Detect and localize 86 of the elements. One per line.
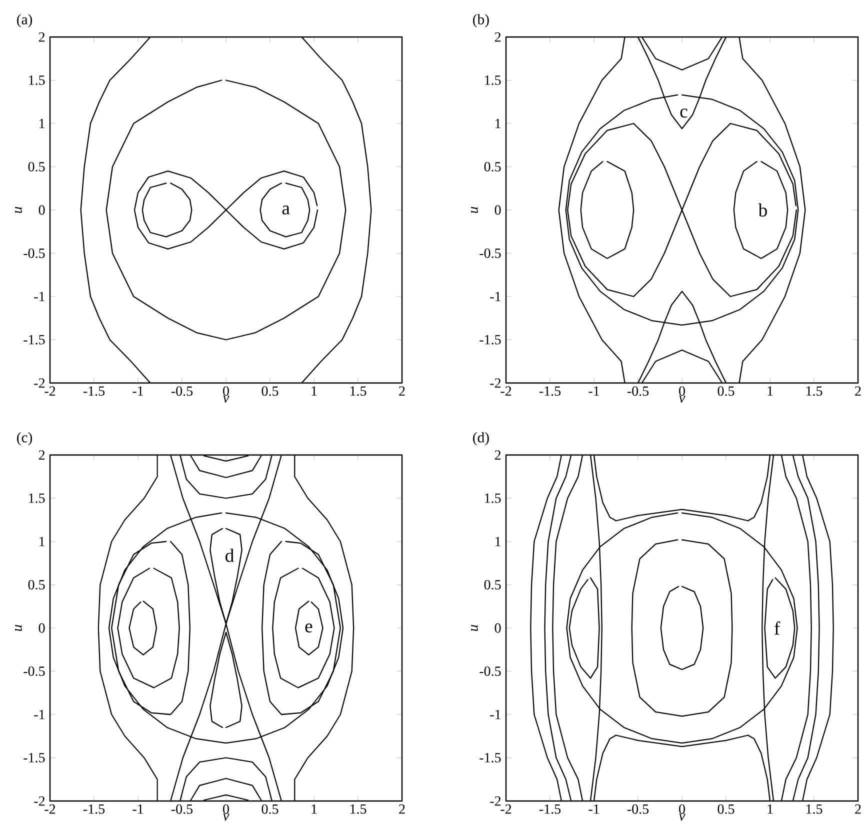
x-tick-label: 1 [768, 386, 773, 396]
chart-title: (c) [17, 432, 32, 446]
y-tick-label: -1 [490, 292, 500, 302]
x-tick-label: 1.5 [350, 386, 366, 396]
y-axis-title: u [471, 624, 478, 631]
y-tick-label: 1.5 [29, 494, 45, 503]
y-tick-label: -1 [34, 710, 44, 720]
x-tick-label: 0.5 [718, 804, 734, 814]
y-tick-label: -2 [34, 796, 45, 806]
y-tick-label: 2 [38, 32, 45, 42]
x-tick-label: -0.5 [627, 386, 649, 396]
x-tick-label: 2 [855, 386, 861, 396]
x-tick-label: -1.5 [539, 804, 561, 814]
annotation: c [680, 108, 688, 118]
y-tick-label: 0.5 [28, 580, 45, 590]
y-tick-label: 1.5 [485, 494, 501, 503]
chart-title: (a) [17, 14, 32, 28]
x-axis-title: v [678, 396, 686, 403]
y-tick-label: 1 [496, 118, 500, 128]
y-tick-label: 1 [40, 118, 44, 128]
y-tick-label: 0.5 [484, 162, 501, 172]
x-tick-label: 0 [679, 386, 685, 396]
annotation: a [282, 206, 290, 214]
x-tick-label: 2 [399, 386, 405, 396]
x-tick-label: -1 [132, 804, 143, 814]
x-tick-label: -1.5 [83, 804, 105, 814]
annotation: f [774, 621, 780, 635]
annotation: e [305, 624, 312, 632]
annotation: b [758, 203, 767, 217]
y-tick-label: -2 [490, 796, 501, 806]
y-tick-label: -1 [34, 292, 44, 302]
x-tick-label: 0 [679, 804, 685, 814]
y-tick-label: 2 [494, 450, 501, 460]
x-axis-title: v [222, 814, 230, 821]
x-tick-label: 0.5 [262, 386, 278, 396]
x-tick-label: 2 [399, 804, 405, 814]
y-tick-label: 1.5 [485, 76, 501, 85]
x-tick-label: 1 [312, 386, 317, 396]
chart-title: (d) [473, 432, 489, 446]
x-tick-label: 0 [223, 804, 229, 814]
y-tick-label: -1 [490, 710, 500, 720]
y-tick-label: 1 [40, 536, 44, 546]
y-tick-label: 2 [494, 32, 501, 42]
x-tick-label: 1.5 [806, 804, 822, 814]
annotation: d [226, 548, 234, 562]
y-tick-label: 0 [38, 205, 45, 215]
y-tick-label: -0.5 [480, 666, 501, 676]
x-tick-label: 1.5 [350, 804, 366, 814]
x-tick-label: -1 [132, 386, 143, 396]
y-axis-title: u [471, 206, 478, 213]
x-tick-label: 1 [312, 804, 317, 814]
y-tick-label: 0 [494, 623, 501, 633]
x-tick-label: 1.5 [806, 386, 822, 396]
y-tick-label: 0.5 [28, 162, 45, 172]
y-axis-title: u [15, 206, 22, 213]
y-axis-title: u [15, 624, 22, 631]
y-tick-label: -2 [34, 378, 45, 388]
x-tick-label: 1 [768, 804, 773, 814]
chart-title: (b) [473, 14, 489, 28]
y-tick-label: -1.5 [480, 753, 501, 762]
x-tick-label: 0.5 [262, 804, 278, 814]
x-tick-label: -0.5 [171, 804, 193, 814]
y-tick-label: -0.5 [24, 666, 45, 676]
y-tick-label: 0 [494, 205, 501, 215]
y-tick-label: -1.5 [24, 753, 45, 762]
y-tick-label: 1 [496, 536, 500, 546]
x-axis-title: v [678, 814, 686, 821]
y-tick-label: 0.5 [484, 580, 501, 590]
x-tick-label: 2 [855, 804, 861, 814]
y-tick-label: -1.5 [480, 335, 501, 344]
y-tick-label: 0 [38, 623, 45, 633]
y-tick-label: -2 [490, 378, 501, 388]
x-tick-label: -0.5 [171, 386, 193, 396]
x-tick-label: -0.5 [627, 804, 649, 814]
x-tick-label: -1 [588, 386, 599, 396]
x-axis-title: v [222, 396, 230, 403]
x-tick-label: 0 [223, 386, 229, 396]
x-tick-label: -1 [588, 804, 599, 814]
y-tick-label: -0.5 [480, 248, 501, 258]
x-tick-label: 0.5 [718, 386, 734, 396]
x-tick-label: -1.5 [539, 386, 561, 396]
y-tick-label: -0.5 [24, 248, 45, 258]
x-tick-label: -1.5 [83, 386, 105, 396]
y-tick-label: 2 [38, 450, 45, 460]
y-tick-label: -1.5 [24, 335, 45, 344]
y-tick-label: 1.5 [29, 76, 45, 85]
